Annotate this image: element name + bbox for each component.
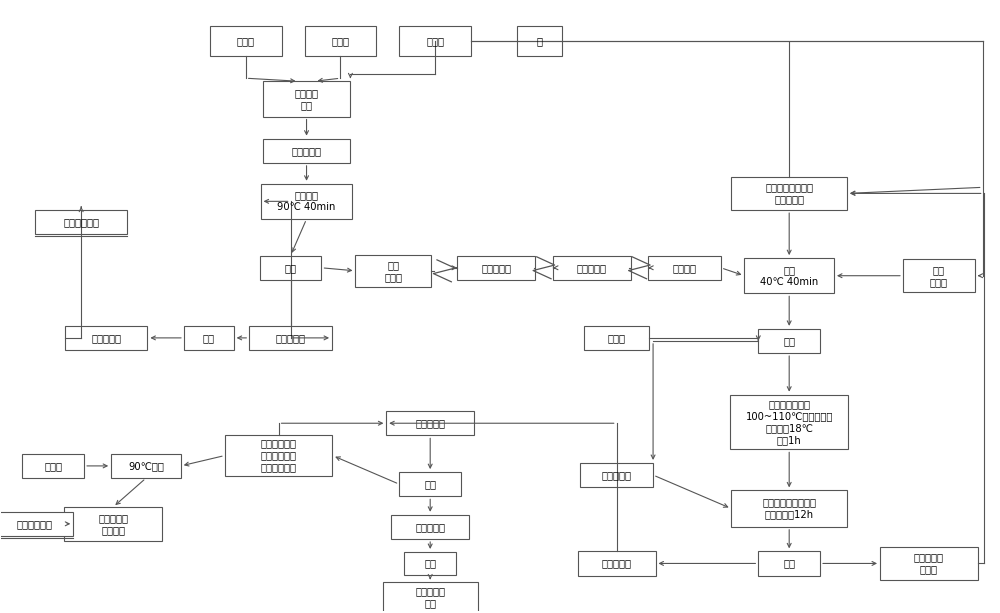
- Bar: [880, 547, 978, 581]
- Bar: [111, 454, 181, 478]
- Text: 硝酸钙溶液: 硝酸钙溶液: [292, 146, 322, 156]
- Text: 滤物
铬酸钙: 滤物 铬酸钙: [384, 260, 402, 282]
- Bar: [730, 395, 848, 449]
- Bar: [404, 552, 456, 575]
- Text: 铬酸酐晶体: 铬酸酐晶体: [415, 522, 445, 532]
- Text: 返回中和工序: 返回中和工序: [16, 519, 52, 529]
- Bar: [305, 26, 376, 56]
- Text: 过滤: 过滤: [424, 479, 436, 489]
- Bar: [553, 256, 631, 280]
- Text: 浓硝酸洗涤: 浓硝酸洗涤: [415, 418, 445, 428]
- Bar: [517, 26, 562, 56]
- Text: 滤液返回配
稀硫酸: 滤液返回配 稀硫酸: [914, 552, 944, 574]
- Text: 硫酸钙: 硫酸钙: [608, 333, 626, 343]
- Text: 浓硝酸: 浓硝酸: [426, 36, 444, 46]
- Bar: [35, 210, 127, 234]
- Text: 蒸干: 蒸干: [203, 333, 215, 343]
- Bar: [261, 184, 352, 219]
- Text: 成品铬酸酐
晶体: 成品铬酸酐 晶体: [415, 587, 445, 609]
- Text: 分两次加入稀硫酸
加入量相同: 分两次加入稀硫酸 加入量相同: [765, 183, 813, 204]
- Text: 加入
浓硫酸: 加入 浓硫酸: [930, 265, 948, 287]
- Bar: [249, 326, 332, 350]
- Text: 浓硝酸铬酸酐
饱和溶液含硫
酸和其他杂质: 浓硝酸铬酸酐 饱和溶液含硫 酸和其他杂质: [261, 438, 297, 473]
- Bar: [399, 26, 471, 56]
- Bar: [457, 256, 535, 280]
- Text: 硫酸钙晶须: 硫酸钙晶须: [602, 470, 632, 480]
- Bar: [210, 26, 282, 56]
- Text: 喷淋洗涤: 喷淋洗涤: [672, 263, 696, 273]
- Text: 混合搅拌
室温: 混合搅拌 室温: [295, 88, 319, 110]
- Bar: [578, 551, 656, 576]
- Text: 水: 水: [537, 36, 543, 46]
- Text: 按计算量加入浓硫酸
搅拌后静置12h: 按计算量加入浓硫酸 搅拌后静置12h: [762, 498, 816, 520]
- Text: 90℃蒸馏: 90℃蒸馏: [128, 461, 164, 471]
- Bar: [22, 454, 84, 478]
- Bar: [731, 490, 847, 527]
- Bar: [64, 507, 162, 541]
- Bar: [584, 326, 649, 350]
- Bar: [383, 582, 478, 613]
- Bar: [386, 411, 474, 435]
- Text: 打浆洗涤一: 打浆洗涤一: [481, 263, 511, 273]
- Text: 打浆洗涤二: 打浆洗涤二: [577, 263, 607, 273]
- Bar: [391, 515, 469, 539]
- Bar: [0, 512, 73, 536]
- Text: 返回煅烧工序: 返回煅烧工序: [63, 217, 99, 227]
- Text: 滤液铬酸蒸发至
100~110℃，放入水槽
中冷却至18℃
静置1h: 滤液铬酸蒸发至 100~110℃，放入水槽 中冷却至18℃ 静置1h: [746, 399, 833, 445]
- Bar: [731, 177, 847, 210]
- Text: 硝酸钠固体: 硝酸钠固体: [91, 333, 121, 343]
- Text: 过滤: 过滤: [783, 558, 795, 568]
- Text: 碳酸钙: 碳酸钙: [331, 36, 349, 46]
- Bar: [758, 551, 820, 576]
- Bar: [355, 255, 431, 287]
- Bar: [758, 329, 820, 353]
- Bar: [184, 326, 234, 350]
- Text: 搅拌
40℃ 40min: 搅拌 40℃ 40min: [760, 265, 818, 287]
- Bar: [744, 258, 834, 294]
- Text: 过滤: 过滤: [285, 263, 297, 273]
- Bar: [648, 256, 721, 280]
- Bar: [903, 259, 975, 292]
- Text: 浓硫酸和铬
酸酐残液: 浓硫酸和铬 酸酐残液: [98, 513, 128, 535]
- Bar: [260, 256, 321, 280]
- Text: 铬酸酐晶体: 铬酸酐晶体: [602, 558, 632, 568]
- Bar: [65, 326, 147, 350]
- Bar: [263, 82, 350, 116]
- Text: 烘干: 烘干: [424, 558, 436, 568]
- Text: 加热搅拌
90℃ 40min: 加热搅拌 90℃ 40min: [277, 191, 336, 212]
- Text: 过滤: 过滤: [783, 336, 795, 346]
- Bar: [263, 139, 350, 163]
- Text: 浓硝酸: 浓硝酸: [44, 461, 62, 471]
- Bar: [580, 463, 653, 487]
- Text: 铬酸钠: 铬酸钠: [237, 36, 255, 46]
- Text: 硝酸钠滤液: 硝酸钠滤液: [276, 333, 306, 343]
- Bar: [225, 435, 332, 476]
- Bar: [399, 472, 461, 497]
